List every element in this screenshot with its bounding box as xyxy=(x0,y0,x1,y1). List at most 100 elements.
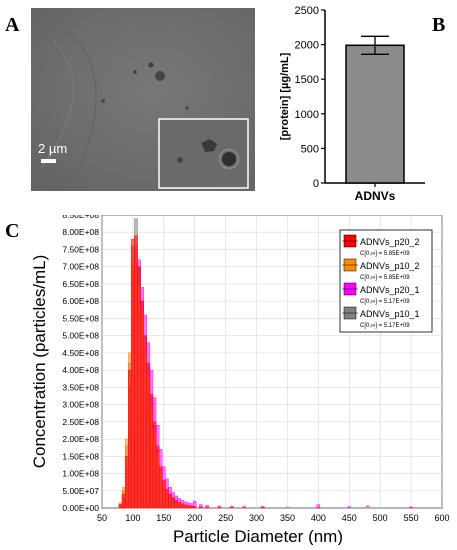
legend-entry: ADNVs_p10_1 xyxy=(360,309,420,319)
histogram-bar-adnvs-p20-2 xyxy=(162,480,166,509)
histogram-bar-adnvs-p20-2 xyxy=(180,503,185,509)
histogram-bar-adnvs-p20-2 xyxy=(137,266,141,509)
sem-vesicle xyxy=(101,99,105,103)
histogram-bar-adnvs-p20-2 xyxy=(158,466,163,509)
x-tick-label: 200 xyxy=(187,513,202,523)
x-axis-label: Particle Diameter (nm) xyxy=(173,527,343,545)
y-tick-label: 5.50E+08 xyxy=(62,313,99,323)
sem-vesicle xyxy=(155,71,165,81)
bar-adnvs xyxy=(345,44,405,184)
legend-entry-note: C[0,∞] = 5.17E+09 xyxy=(360,299,410,305)
y-tick-label: 3.50E+08 xyxy=(62,382,99,392)
sem-vesicle xyxy=(148,62,154,68)
sem-vesicle xyxy=(133,70,137,74)
y-tick-label: 6.00E+08 xyxy=(62,296,99,306)
y-tick-label: 8.00E+08 xyxy=(62,227,99,237)
y-tick-label: 5.00E+08 xyxy=(62,331,99,341)
y-tick-label: 3.00E+08 xyxy=(62,400,99,410)
x-tick-label: 100 xyxy=(125,513,140,523)
sem-feature xyxy=(40,37,74,169)
scale-bar xyxy=(41,159,56,163)
histogram-bar-adnvs-p20-2 xyxy=(186,505,191,509)
histogram-bar-adnvs-p20-2 xyxy=(124,456,129,509)
y-tick-label: 1500 xyxy=(295,74,319,86)
histogram-bar-adnvs-p20-2 xyxy=(192,506,197,509)
y-tick-label: 0 xyxy=(313,178,319,190)
histogram-bar-adnvs-p20-2 xyxy=(189,506,194,509)
x-tick-label: 600 xyxy=(434,513,449,523)
y-axis-label: Concentration (particles/mL) xyxy=(30,255,49,469)
histogram-bar-adnvs-p20-1 xyxy=(347,506,352,509)
y-tick-label: 4.50E+08 xyxy=(62,348,99,358)
x-tick-label: 350 xyxy=(280,513,295,523)
histogram-bar-adnvs-p20-2 xyxy=(171,497,175,509)
y-tick-label: 2000 xyxy=(295,40,319,52)
sem-feature xyxy=(60,27,97,184)
x-tick-label: 150 xyxy=(156,513,171,523)
histogram-bar-adnvs-p20-2 xyxy=(155,445,160,509)
y-tick-label: 0.00E+00 xyxy=(62,503,99,513)
x-tick-label: 450 xyxy=(342,513,357,523)
histogram-bar-adnvs-p20-2 xyxy=(146,363,151,509)
sem-inset xyxy=(158,118,249,189)
histogram-bar-adnvs-p20-2 xyxy=(131,238,135,509)
histogram-bar-adnvs-p20-2 xyxy=(149,394,154,509)
particle-size-histogram: 0.00E+00 5.00E+07 1.00E+08 1.50E+08 2.00E+08… xyxy=(30,215,450,545)
protein-bar-chart: 0 500 1000 1500 2000 2500 [protein] [µg/mL] ADN… xyxy=(279,5,425,203)
y-tick-label: 500 xyxy=(301,143,319,155)
sem-inset-vesicle-halo xyxy=(218,148,240,170)
sem-inset-aggregate xyxy=(201,139,217,152)
x-tick-label: 250 xyxy=(218,513,233,523)
x-tick-label: ADNVs xyxy=(355,189,396,203)
legend-entry-note: C[0,∞] = 5.85E+09 xyxy=(360,251,410,257)
histogram-bar-adnvs-p20-2 xyxy=(174,500,178,509)
legend-entry: ADNVs_p20_2 xyxy=(360,237,420,247)
y-tick-label: 5.00E+07 xyxy=(62,486,99,496)
legend-entry: ADNVs_p20_1 xyxy=(360,285,420,295)
sem-texture xyxy=(40,27,249,189)
y-tick-label: 7.00E+08 xyxy=(62,262,99,272)
histogram-bar-adnvs-p20-2 xyxy=(134,235,138,509)
y-axis-label: [protein] [µg/mL] xyxy=(279,52,291,140)
y-tick-label: 7.50E+08 xyxy=(62,244,99,254)
y-tick-label: 2.50E+08 xyxy=(62,417,99,427)
histogram-bar-adnvs-p20-2 xyxy=(121,494,126,509)
x-tick-label: 300 xyxy=(249,513,264,523)
legend-entry: ADNVs_p10_2 xyxy=(360,261,420,271)
sem-vesicle xyxy=(185,106,189,110)
histogram-bar-adnvs-p20-2 xyxy=(217,507,222,509)
y-tick-label: 2.00E+08 xyxy=(62,434,99,444)
y-tick-label: 1000 xyxy=(295,109,319,121)
y-tick-label: 1.50E+08 xyxy=(62,451,99,461)
y-tick-label: 4.00E+08 xyxy=(62,365,99,375)
x-tick-label: 400 xyxy=(311,513,326,523)
x-tick-label: 50 xyxy=(97,513,107,523)
histogram-bar-adnvs-p20-2 xyxy=(152,421,157,509)
sem-micrograph: 2 µm xyxy=(31,8,255,191)
histogram-bar-adnvs-p20-2 xyxy=(143,335,148,509)
y-tick-label: 1.00E+08 xyxy=(62,469,99,479)
histogram-bar-adnvs-p20-2 xyxy=(165,488,169,509)
histogram-bar-adnvs-p20-2 xyxy=(128,369,132,509)
histogram-bar-adnvs-p20-2 xyxy=(177,502,182,509)
histogram-bar-adnvs-p20-2 xyxy=(199,506,203,509)
histogram-bar-adnvs-p20-2 xyxy=(140,300,144,509)
histogram-bar-adnvs-p20-2 xyxy=(168,494,172,509)
y-tick-label: 6.50E+08 xyxy=(62,279,99,289)
scale-bar-label: 2 µm xyxy=(38,141,68,156)
sem-inset-vesicle xyxy=(222,152,236,166)
legend-entry-note: C[0,∞] = 5.85E+09 xyxy=(360,275,410,281)
y-tick-label: 8.50E+08 xyxy=(62,215,99,220)
histogram-bar-adnvs-p20-2 xyxy=(260,507,265,509)
histogram-bar-adnvs-p20-2 xyxy=(205,507,209,509)
histogram-bar-adnvs-p20-2 xyxy=(118,504,123,509)
histogram-bar-adnvs-p20-2 xyxy=(183,504,188,509)
panel-label-a: A xyxy=(5,14,20,36)
y-tick-label: 2500 xyxy=(295,5,319,17)
panel-label-c: C xyxy=(5,220,20,242)
sem-inset-vesicle xyxy=(177,157,183,163)
legend-entry-note: C[0,∞] = 5.17E+09 xyxy=(360,323,410,329)
x-tick-label: 550 xyxy=(404,513,419,523)
panel-label-b: B xyxy=(432,14,446,36)
x-tick-label: 500 xyxy=(373,513,388,523)
